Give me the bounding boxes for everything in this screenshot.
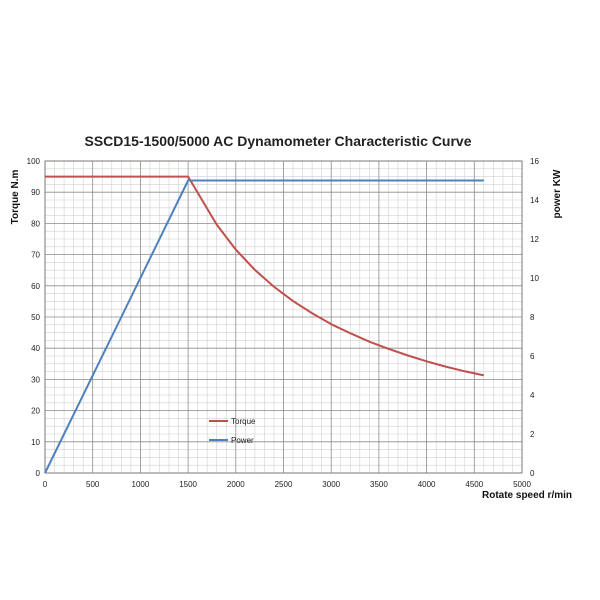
x-tick-label: 500 [86,480,100,489]
y2-tick-label: 6 [530,352,535,361]
x-tick-label: 1500 [179,480,197,489]
x-tick-label: 3000 [322,480,340,489]
y-tick-label: 100 [27,157,41,166]
y-axis-ticks: 0 10 20 30 40 50 60 70 80 90 100 [27,157,41,478]
plot-frame [44,160,523,474]
x-tick-label: 5000 [513,480,531,489]
series-line-power [44,179,484,474]
y2-axis-ticks: 0 2 4 6 8 10 12 14 16 [530,157,539,478]
y-tick-label: 60 [31,282,40,291]
legend-label-power: Power [231,436,254,445]
y-tick-label: 30 [31,375,40,384]
chart-title: SSCD15-1500/5000 AC Dynamometer Characte… [85,133,472,149]
y2-tick-label: 14 [530,196,539,205]
y-tick-label: 90 [31,188,40,197]
y-tick-label: 50 [31,313,40,322]
series-line-torque [45,175,485,377]
y-tick-label: 40 [31,344,40,353]
x-tick-label: 1000 [132,480,150,489]
y2-tick-label: 2 [530,430,535,439]
x-tick-label: 2500 [275,480,293,489]
y2-tick-label: 8 [530,313,535,322]
y2-tick-label: 16 [530,157,539,166]
x-tick-label: 3500 [370,480,388,489]
y2-tick-label: 0 [530,469,535,478]
y-tick-label: 10 [31,438,40,447]
y2-axis-label: power KW [552,169,563,218]
legend: Torque Power [209,417,256,445]
y-tick-label: 70 [31,251,40,260]
legend-label-torque: Torque [231,417,256,426]
x-axis-label: Rotate speed r/min [482,490,572,501]
y2-tick-label: 4 [530,391,535,400]
x-tick-label: 4500 [465,480,483,489]
y-tick-label: 0 [36,469,41,478]
y-tick-label: 20 [31,407,40,416]
x-tick-label: 4000 [418,480,436,489]
x-tick-label: 0 [43,480,48,489]
y2-tick-label: 12 [530,235,539,244]
y2-tick-label: 10 [530,274,539,283]
x-tick-label: 2000 [227,480,245,489]
x-axis-ticks: 0 500 1000 1500 2000 2500 3000 3500 4000 4500 5000 [43,480,532,489]
y-tick-label: 80 [31,219,40,228]
y-axis-label: Torque N.m [10,169,21,224]
series-layer [44,175,485,474]
